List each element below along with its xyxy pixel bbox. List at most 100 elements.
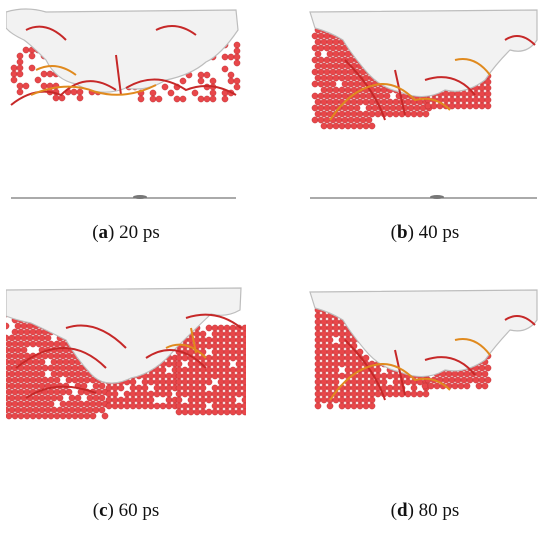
atom (223, 402, 231, 410)
atom (233, 77, 241, 85)
atom (80, 370, 88, 378)
atom (241, 390, 246, 398)
dislocation-lines (329, 315, 536, 401)
atom (41, 412, 49, 420)
atom (59, 412, 67, 420)
atom (53, 388, 61, 396)
atom (77, 376, 85, 384)
atom (83, 412, 91, 420)
atom (338, 402, 346, 410)
atom (141, 402, 149, 410)
atom (320, 366, 328, 374)
atom (211, 324, 219, 332)
atom (16, 64, 24, 72)
atom (335, 116, 343, 124)
atom (433, 382, 441, 390)
atom (329, 68, 337, 76)
atom (199, 336, 207, 344)
void-surface (309, 9, 538, 98)
atom (50, 358, 58, 366)
atom (478, 102, 486, 110)
atom (320, 330, 328, 338)
atom (241, 360, 246, 368)
atom (211, 330, 219, 338)
atom (410, 110, 418, 118)
atom (442, 376, 450, 384)
atom (147, 372, 155, 380)
atom (20, 370, 28, 378)
atom (35, 412, 43, 420)
atom (135, 396, 143, 404)
atom (211, 366, 219, 374)
atom (326, 342, 334, 350)
atom (386, 98, 394, 106)
atom (74, 370, 82, 378)
atom (16, 58, 24, 66)
atom (129, 396, 137, 404)
atom (311, 68, 319, 76)
caption: (d) 80 ps (390, 500, 460, 521)
atom (6, 400, 13, 408)
atom (29, 328, 37, 336)
atom (141, 378, 149, 386)
atom (23, 376, 31, 384)
atom (47, 340, 55, 348)
atom (380, 98, 388, 106)
atom (92, 394, 100, 402)
atom (6, 364, 13, 372)
atom (338, 324, 346, 332)
atom (233, 41, 241, 49)
atom (217, 378, 225, 386)
atom (89, 400, 97, 408)
atom (368, 122, 376, 130)
atom (17, 328, 25, 336)
atom (235, 330, 243, 338)
atom (223, 390, 231, 398)
atom (314, 324, 322, 332)
atom (117, 396, 125, 404)
dislocation-line (394, 349, 406, 396)
atom (314, 336, 322, 344)
atom (407, 104, 415, 112)
atom (211, 384, 219, 392)
dislocation-line (65, 324, 127, 349)
atom (323, 56, 331, 64)
caption-time: 60 ps (118, 500, 160, 521)
atom (205, 396, 213, 404)
atom (29, 340, 37, 348)
caption-letter: c (99, 500, 108, 521)
atom (17, 340, 25, 348)
atom (34, 76, 42, 84)
atom (197, 95, 205, 103)
atom (241, 324, 246, 332)
atom (326, 74, 334, 82)
atom (217, 336, 225, 344)
atom (320, 62, 328, 70)
atom (235, 378, 243, 386)
atom (80, 406, 88, 414)
atom (41, 400, 49, 408)
dislocation-lines (10, 25, 237, 106)
atom (463, 370, 471, 378)
caption-letter: a (98, 222, 109, 243)
atom (38, 370, 46, 378)
atom (11, 340, 19, 348)
atom (472, 96, 480, 104)
atom (50, 394, 58, 402)
atom (6, 352, 13, 360)
atom (416, 390, 424, 398)
atom (326, 50, 334, 58)
atom (62, 406, 70, 414)
atom (460, 90, 468, 98)
atom (392, 378, 400, 386)
atom (326, 372, 334, 380)
atom (241, 396, 246, 404)
atom (117, 384, 125, 392)
atom (454, 102, 462, 110)
atom (193, 408, 201, 416)
dislocation-lines (329, 35, 536, 121)
atom (320, 318, 328, 326)
atom (235, 408, 243, 416)
atom (26, 334, 34, 342)
atom (229, 324, 237, 332)
